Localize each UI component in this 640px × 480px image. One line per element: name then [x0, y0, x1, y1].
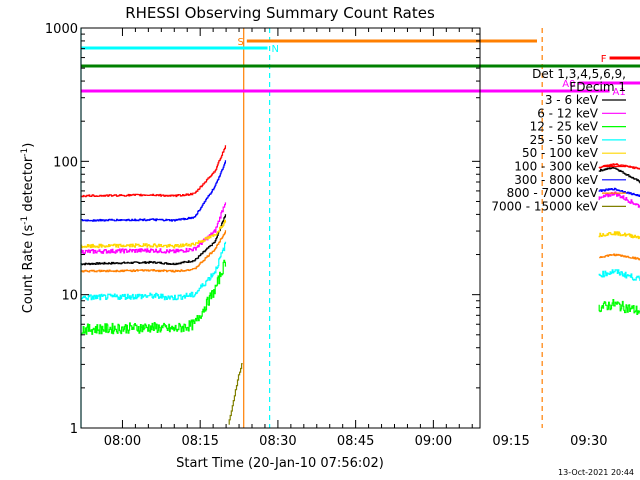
legend-label-7: 800 - 7000 keV [507, 186, 599, 200]
legend-label-3: 25 - 50 keV [530, 133, 599, 147]
series-line-0-0 [80, 214, 227, 266]
x-tick-label-0845: 08:45 [337, 434, 374, 449]
legend-label-5: 100 - 300 keV [514, 160, 598, 174]
flag-label-s-0: S [237, 37, 243, 48]
y-tick-label-100: 100 [53, 155, 78, 170]
series-line-2-0 [80, 259, 227, 336]
legend-header-line-2: FDecim 1 [569, 80, 626, 94]
series-line-1-0 [80, 202, 227, 255]
series-line-8-0 [228, 363, 243, 425]
series-line-4-0 [80, 219, 227, 249]
series-layer [80, 145, 640, 425]
plot-frame [80, 27, 481, 429]
flags-layer: SNFRD9RD4A0A1 [81, 37, 640, 98]
legend-label-8: 7000 - 15000 keV [491, 199, 598, 213]
flag-label-a1-7: A1 [613, 87, 626, 98]
x-tick-label-0830: 08:30 [259, 434, 296, 449]
series-line-0-1 [598, 166, 640, 184]
series-line-7-1 [599, 253, 640, 261]
legend-label-6: 300 - 800 keV [514, 173, 598, 187]
footer-date: 13-Oct-2021 20:44 [558, 468, 634, 477]
series-line-4-1 [598, 231, 640, 240]
x-tick-label-0800: 08:00 [104, 434, 141, 449]
ylabel-part-1: Count Rate (s [21, 225, 36, 314]
ylabel-sup-1: -1 [20, 216, 30, 225]
ylabel-sup-2: -1 [20, 148, 30, 157]
series-line-2-1 [598, 299, 640, 315]
legend-label-0: 3 - 6 keV [545, 93, 599, 107]
y-tick-label-1: 1 [70, 422, 78, 437]
y-tick-label-1000: 1000 [45, 22, 78, 37]
series-line-3-1 [598, 269, 640, 281]
ylabel-part-2: detector [21, 156, 36, 216]
x-ticks: 08:00 08:15 08:30 08:45 09:00 09:15 09:30 [104, 28, 608, 449]
x-tick-label-0900: 09:00 [415, 434, 452, 449]
legend-label-1: 6 - 12 keV [537, 106, 599, 120]
ylabel-part-3: ) [21, 143, 36, 148]
y-ticks: 1 10 100 1000 [45, 22, 480, 437]
flag-label-a0-6: A0 [562, 79, 575, 90]
x-tick-label-0815: 08:15 [181, 434, 218, 449]
y-axis-label: Count Rate (s-1 detector-1) [20, 143, 36, 314]
series-line-5-0 [80, 145, 227, 198]
series-line-6-0 [80, 160, 227, 222]
series-line-7-0 [80, 230, 227, 273]
chart-title: RHESSI Observing Summary Count Rates [125, 4, 435, 22]
y-tick-label-10: 10 [61, 289, 78, 304]
series-line-1-1 [598, 191, 640, 209]
legend-label-2: 12 - 25 keV [530, 120, 599, 134]
legend-header-line-1: Det 1,3,4,5,6,9, [532, 67, 626, 81]
flag-label-f-3: F [601, 54, 607, 65]
series-line-3-0 [80, 241, 227, 301]
flag-label-n-1: N [272, 44, 279, 55]
x-tick-label-0930: 09:30 [570, 434, 607, 449]
legend-label-4: 50 - 100 keV [522, 146, 599, 160]
x-axis-label: Start Time (20-Jan-10 07:56:02) [176, 456, 384, 471]
markers-layer [80, 28, 543, 428]
x-tick-label-0915: 09:15 [492, 434, 529, 449]
